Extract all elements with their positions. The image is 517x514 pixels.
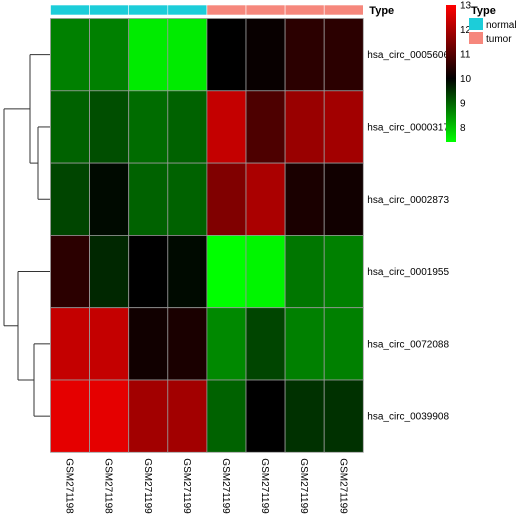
colorbar-tick-label: 10 <box>460 74 472 85</box>
heatmap-cell <box>284 234 325 309</box>
heatmap-cell <box>89 18 130 92</box>
heatmap-cell <box>167 162 208 236</box>
row-dendrogram <box>3 54 50 417</box>
heatmap-cell <box>245 379 286 453</box>
annotation-cell-tumor <box>284 4 325 16</box>
heatmap-cell <box>206 307 247 381</box>
type-legend: Type normal tumor <box>469 5 517 45</box>
heatmap-cell <box>284 307 325 381</box>
heatmap-cell <box>245 162 286 236</box>
row-label: hsa_circ_0002873 <box>367 195 449 206</box>
heatmap-cell <box>89 234 130 309</box>
heatmap-cell <box>50 162 90 236</box>
heatmap-cell <box>284 379 325 453</box>
heatmap-cell <box>50 234 90 309</box>
row-label: hsa_circ_0005606 <box>367 50 449 61</box>
colorbar-tick-label: 13 <box>460 1 472 12</box>
heatmap-cell <box>128 90 169 164</box>
column-labels: GSM2711988 GSM2711989 GSM2711990 GSM2711991… <box>64 458 349 514</box>
legend-label: tumor <box>486 34 512 45</box>
heatmap-cell <box>323 90 364 164</box>
column-label: GSM2711988 <box>64 458 75 514</box>
heatmap-cell <box>167 18 208 92</box>
heatmap-cell <box>167 234 208 309</box>
row-labels: hsa_circ_0005606 hsa_circ_0000317 hsa_circ… <box>367 50 449 423</box>
heatmap-cell <box>206 162 247 236</box>
heatmap-cell <box>206 379 247 453</box>
heatmap-cell <box>128 379 169 453</box>
heatmap-cell <box>128 162 169 236</box>
heatmap-cell <box>128 234 169 309</box>
heatmap-cell <box>128 307 169 381</box>
annotation-cell-normal <box>89 4 129 16</box>
annotation-cell-tumor <box>245 4 286 16</box>
heatmap-cell <box>50 307 90 381</box>
heatmap-cell <box>323 18 364 92</box>
heatmap-cell <box>245 18 286 92</box>
legend-swatch-normal <box>469 18 483 30</box>
column-label: GSM2711991 <box>181 458 192 514</box>
heatmap-cell <box>128 18 169 92</box>
annotation-cell-tumor <box>323 4 364 16</box>
heatmap-cell <box>323 234 364 309</box>
colorbar-tick-label: 12 <box>460 25 472 36</box>
type-annotation-bar <box>50 4 364 16</box>
legend-swatch-tumor <box>469 32 483 44</box>
heatmap-cell <box>89 307 130 381</box>
colorbar-gradient <box>446 5 456 142</box>
legend-label: normal <box>486 20 517 31</box>
colorbar: 8 9 10 11 12 13 <box>446 1 472 142</box>
annotation-cell-normal <box>50 4 90 16</box>
legend-title: Type <box>471 5 496 17</box>
heatmap-cell <box>50 90 90 164</box>
heatmap-cell <box>245 90 286 164</box>
heatmap-cell <box>50 18 90 92</box>
column-label: GSM2711993 <box>259 458 270 514</box>
heatmap-cell <box>206 234 247 309</box>
heatmap-cell <box>323 162 364 236</box>
annotation-cell-normal <box>167 4 208 16</box>
colorbar-tick-label: 8 <box>460 123 466 134</box>
heatmap-cell <box>284 90 325 164</box>
heatmap-cell <box>167 307 208 381</box>
column-label: GSM2711994 <box>298 458 309 514</box>
heatmap-cell <box>206 90 247 164</box>
row-label: hsa_circ_0039908 <box>367 412 449 423</box>
row-label: hsa_circ_0000317 <box>367 122 449 133</box>
heatmap-cells <box>50 18 364 453</box>
heatmap-cell <box>50 379 90 453</box>
column-label: GSM2711995 <box>337 458 348 514</box>
heatmap-cell <box>284 18 325 92</box>
row-label: hsa_circ_0001955 <box>367 267 449 278</box>
heatmap-cell <box>323 379 364 453</box>
heatmap-cell <box>323 307 364 381</box>
heatmap-cell <box>206 18 247 92</box>
heatmap-cell <box>284 162 325 236</box>
type-annotation-title: Type <box>369 5 394 17</box>
heatmap-cell <box>245 234 286 309</box>
annotation-cell-normal <box>128 4 169 16</box>
heatmap-cell <box>89 379 130 453</box>
heatmap-cell <box>245 307 286 381</box>
column-label: GSM2711989 <box>103 458 114 514</box>
column-label: GSM2711990 <box>142 458 153 514</box>
heatmap-cell <box>89 90 130 164</box>
heatmap-cell <box>167 379 208 453</box>
colorbar-tick-label: 11 <box>460 49 471 60</box>
column-label: GSM2711992 <box>220 458 231 514</box>
annotation-cell-tumor <box>206 4 247 16</box>
colorbar-tick-label: 9 <box>460 98 466 109</box>
heatmap-cell <box>89 162 130 236</box>
heatmap-cell <box>167 90 208 164</box>
row-label: hsa_circ_0072088 <box>367 339 449 350</box>
